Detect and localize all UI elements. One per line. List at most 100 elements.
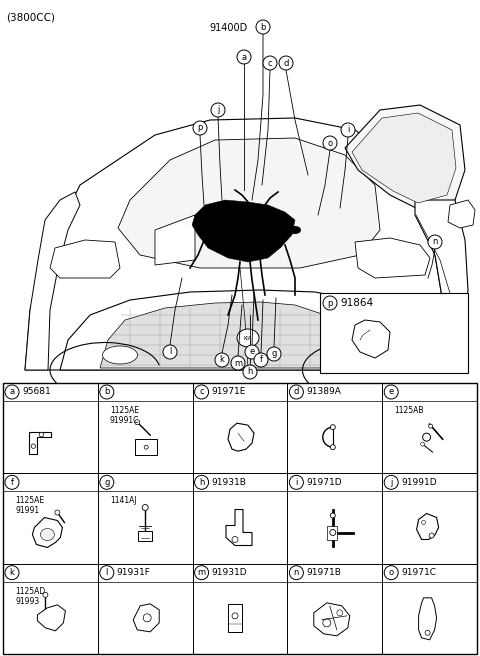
Polygon shape (155, 215, 195, 265)
Circle shape (289, 385, 303, 399)
Circle shape (5, 476, 19, 489)
Text: 1125AB: 1125AB (394, 406, 424, 415)
Circle shape (31, 444, 36, 448)
Text: 91931B: 91931B (212, 478, 246, 487)
Circle shape (232, 613, 238, 619)
Ellipse shape (230, 228, 260, 242)
Polygon shape (25, 118, 445, 370)
Circle shape (384, 385, 398, 399)
Polygon shape (192, 200, 295, 262)
Circle shape (245, 345, 259, 359)
Text: g: g (271, 350, 276, 358)
Text: i: i (347, 125, 349, 134)
Text: 91991C: 91991C (110, 416, 139, 425)
Text: 1125AD: 1125AD (15, 586, 45, 596)
Text: c: c (268, 58, 272, 68)
Text: g: g (104, 478, 109, 487)
Ellipse shape (103, 346, 137, 364)
Circle shape (337, 610, 343, 616)
Circle shape (43, 592, 48, 598)
Circle shape (193, 121, 207, 135)
Polygon shape (419, 598, 437, 640)
Polygon shape (226, 510, 252, 546)
Ellipse shape (267, 241, 283, 249)
Text: 91864: 91864 (340, 298, 373, 308)
Polygon shape (355, 238, 430, 278)
Circle shape (341, 123, 355, 137)
Text: 91971D: 91971D (306, 478, 342, 487)
Text: p: p (197, 123, 203, 133)
Circle shape (55, 510, 60, 515)
Ellipse shape (245, 245, 265, 255)
Text: i: i (295, 478, 298, 487)
Circle shape (323, 136, 337, 150)
Circle shape (330, 529, 336, 535)
Circle shape (135, 420, 140, 424)
Text: e: e (250, 348, 254, 356)
Circle shape (384, 565, 398, 580)
Polygon shape (415, 200, 468, 370)
Text: 91991D: 91991D (401, 478, 437, 487)
Circle shape (420, 442, 425, 446)
Text: l: l (169, 348, 171, 356)
Circle shape (243, 365, 257, 379)
Circle shape (100, 476, 114, 489)
Text: b: b (104, 388, 109, 396)
Circle shape (330, 424, 336, 430)
Circle shape (429, 533, 434, 538)
Polygon shape (118, 138, 380, 268)
Circle shape (143, 614, 151, 622)
Ellipse shape (237, 329, 259, 347)
Circle shape (289, 565, 303, 580)
Circle shape (231, 356, 245, 370)
Ellipse shape (197, 216, 213, 224)
Text: m: m (198, 568, 205, 577)
Circle shape (267, 347, 281, 361)
Ellipse shape (205, 225, 225, 235)
Circle shape (421, 520, 426, 525)
Polygon shape (32, 518, 62, 548)
Ellipse shape (289, 226, 301, 234)
Text: c: c (199, 388, 204, 396)
Text: n: n (432, 237, 438, 247)
Circle shape (215, 353, 229, 367)
Text: 95681: 95681 (22, 388, 51, 396)
Text: 91991: 91991 (15, 506, 39, 516)
Circle shape (100, 565, 114, 580)
Circle shape (194, 476, 209, 489)
Text: h: h (199, 478, 204, 487)
Polygon shape (417, 514, 439, 539)
Text: a: a (10, 388, 14, 396)
Text: 91931D: 91931D (212, 568, 247, 577)
Polygon shape (314, 603, 350, 636)
Text: f: f (11, 478, 13, 487)
Polygon shape (29, 432, 51, 454)
Polygon shape (60, 290, 415, 370)
Circle shape (263, 56, 277, 70)
Text: a: a (241, 52, 247, 62)
Text: 91971C: 91971C (401, 568, 436, 577)
Text: 91931F: 91931F (117, 568, 151, 577)
Polygon shape (228, 604, 242, 632)
Text: o: o (327, 138, 333, 148)
Circle shape (211, 103, 225, 117)
Text: l: l (106, 568, 108, 577)
Circle shape (279, 56, 293, 70)
Ellipse shape (257, 232, 279, 244)
Circle shape (194, 565, 209, 580)
Text: k: k (219, 356, 225, 365)
Circle shape (39, 432, 44, 437)
Text: (3800CC): (3800CC) (6, 13, 55, 23)
Text: 91389A: 91389A (306, 388, 341, 396)
Circle shape (100, 385, 114, 399)
Polygon shape (100, 302, 352, 368)
Text: h: h (247, 367, 252, 377)
Text: p: p (327, 298, 333, 308)
Text: 1125AE: 1125AE (15, 497, 44, 505)
Text: n: n (294, 568, 299, 577)
Polygon shape (133, 604, 159, 632)
Circle shape (425, 630, 430, 635)
Polygon shape (228, 423, 254, 451)
Circle shape (289, 476, 303, 489)
Ellipse shape (249, 213, 271, 223)
